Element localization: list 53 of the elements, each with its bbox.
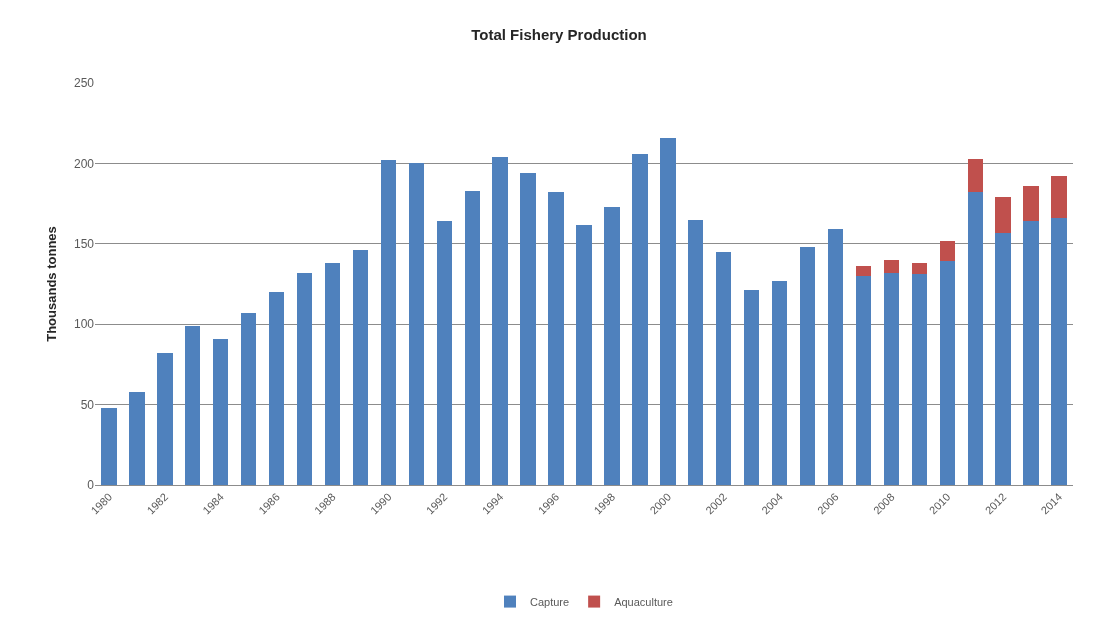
bar	[883, 259, 900, 273]
bar	[1051, 218, 1067, 485]
bar	[185, 325, 201, 485]
y-tick-label: 200	[73, 156, 95, 171]
bar	[296, 272, 313, 485]
bar	[995, 232, 1011, 485]
bar	[352, 250, 369, 485]
bar	[911, 274, 927, 485]
bar	[660, 137, 676, 485]
bar	[911, 263, 927, 275]
legend-label: Capture	[530, 595, 570, 608]
bar	[939, 261, 955, 485]
bar	[464, 190, 480, 485]
bar	[855, 266, 872, 276]
y-tick-label: 100	[73, 317, 95, 332]
bar	[1023, 185, 1039, 222]
bar	[129, 391, 145, 485]
bar	[241, 312, 257, 485]
bar	[716, 251, 732, 485]
bar	[995, 197, 1011, 233]
bar	[157, 353, 173, 485]
chart-title: Total Fishery Production	[471, 26, 647, 44]
bar	[1023, 221, 1039, 485]
bar	[1051, 176, 1067, 219]
bar	[408, 163, 425, 485]
bar	[967, 158, 983, 193]
bar	[268, 292, 285, 485]
y-tick-label: 150	[73, 237, 95, 251]
bar	[967, 192, 983, 485]
bar	[855, 275, 872, 485]
bar	[380, 160, 397, 485]
y-tick-label: 250	[73, 76, 95, 91]
bar	[213, 338, 229, 485]
bar	[799, 247, 816, 485]
bar	[520, 173, 536, 485]
bar	[576, 224, 592, 485]
y-tick-label: 0	[87, 478, 95, 493]
y-tick-label: 50	[80, 397, 95, 412]
bar	[101, 407, 117, 485]
bar	[548, 192, 564, 485]
bar	[771, 280, 788, 485]
bar	[492, 156, 508, 485]
bar	[743, 290, 760, 485]
bar	[883, 272, 900, 485]
bar	[632, 153, 648, 485]
bar	[436, 221, 452, 485]
bar	[827, 229, 844, 485]
bar	[688, 219, 704, 485]
bar	[939, 240, 955, 262]
legend-label: Aquaculture	[614, 595, 673, 608]
bar	[604, 206, 620, 485]
y-axis-title: Thousands tonnes	[43, 226, 59, 342]
bar	[324, 263, 341, 485]
